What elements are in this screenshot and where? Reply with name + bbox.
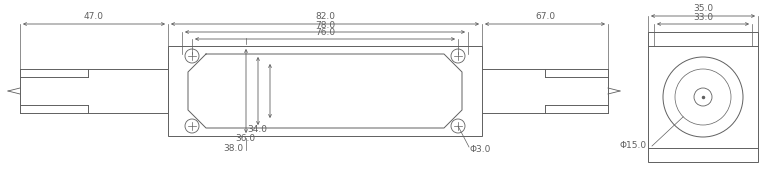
Text: 35.0: 35.0 [693, 4, 713, 13]
Text: 82.0: 82.0 [315, 12, 335, 21]
Text: 38.0: 38.0 [223, 144, 243, 153]
Text: 36.0: 36.0 [235, 134, 255, 143]
Text: 47.0: 47.0 [84, 12, 104, 21]
Text: 76.0: 76.0 [315, 28, 335, 37]
Bar [168, 46, 482, 136]
Text: 33.0: 33.0 [693, 13, 713, 22]
Text: 67.0: 67.0 [535, 12, 555, 21]
Text: 78.0: 78.0 [315, 21, 335, 30]
Text: Φ3.0: Φ3.0 [470, 146, 491, 154]
Text: 34.0: 34.0 [247, 125, 267, 134]
Text: Φ15.0: Φ15.0 [620, 141, 647, 151]
Bar [648, 32, 758, 162]
